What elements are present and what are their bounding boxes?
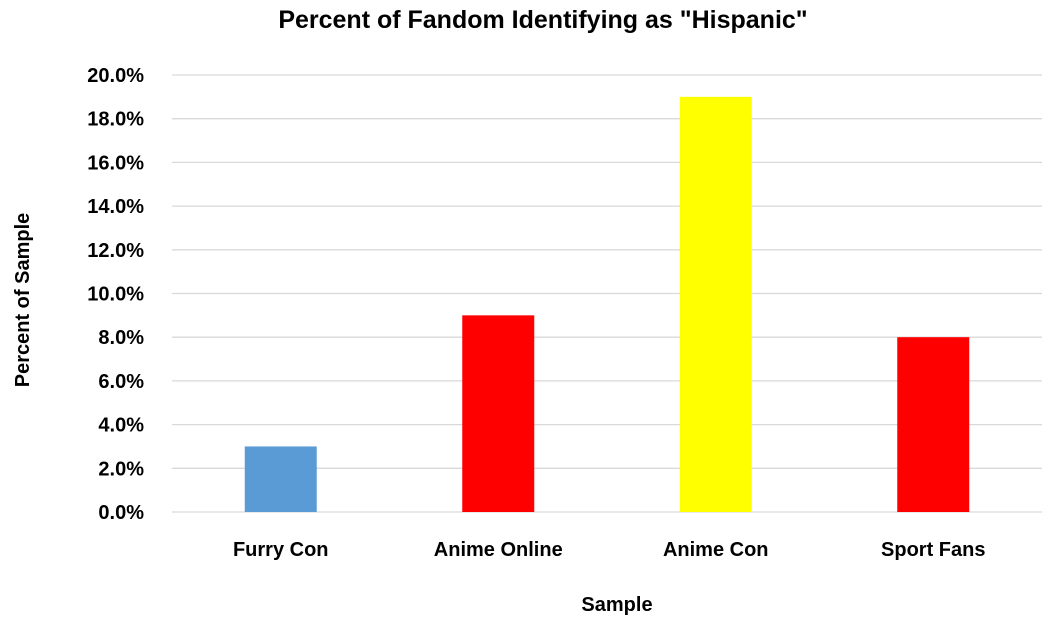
chart-title: Percent of Fandom Identifying as "Hispan… — [278, 6, 807, 34]
y-tick-label: 8.0% — [98, 327, 144, 349]
bar-sport-fans — [897, 337, 970, 512]
bars — [244, 96, 970, 512]
y-tick-label: 20.0% — [87, 65, 144, 87]
y-tick-label: 2.0% — [98, 458, 144, 480]
bar-anime-con — [679, 96, 752, 512]
x-category-label: Anime Online — [434, 539, 563, 561]
y-tick-label: 14.0% — [87, 196, 144, 218]
y-tick-label: 0.0% — [98, 502, 144, 524]
y-tick-label: 16.0% — [87, 152, 144, 174]
y-tick-label: 18.0% — [87, 109, 144, 131]
y-axis-title: Percent of Sample — [12, 213, 34, 388]
x-category-label: Sport Fans — [881, 539, 985, 561]
bar-anime-online — [462, 315, 535, 512]
y-tick-label: 6.0% — [98, 371, 144, 393]
x-category-label: Anime Con — [663, 539, 769, 561]
y-tick-label: 10.0% — [87, 284, 144, 306]
y-axis-tick-labels: 0.0% 2.0% 4.0% 6.0% 8.0% 10.0% 12.0% 14.0% 16.0%… — [87, 65, 144, 524]
x-axis-title: Sample — [581, 594, 652, 616]
bar-furry-con — [244, 446, 317, 512]
x-category-label: Furry Con — [233, 539, 329, 561]
y-tick-label: 4.0% — [98, 415, 144, 437]
y-tick-label: 12.0% — [87, 240, 144, 262]
x-axis-category-labels: Furry Con Anime Online Anime Con Sport Fans — [233, 539, 986, 561]
gridlines — [172, 74, 1042, 513]
